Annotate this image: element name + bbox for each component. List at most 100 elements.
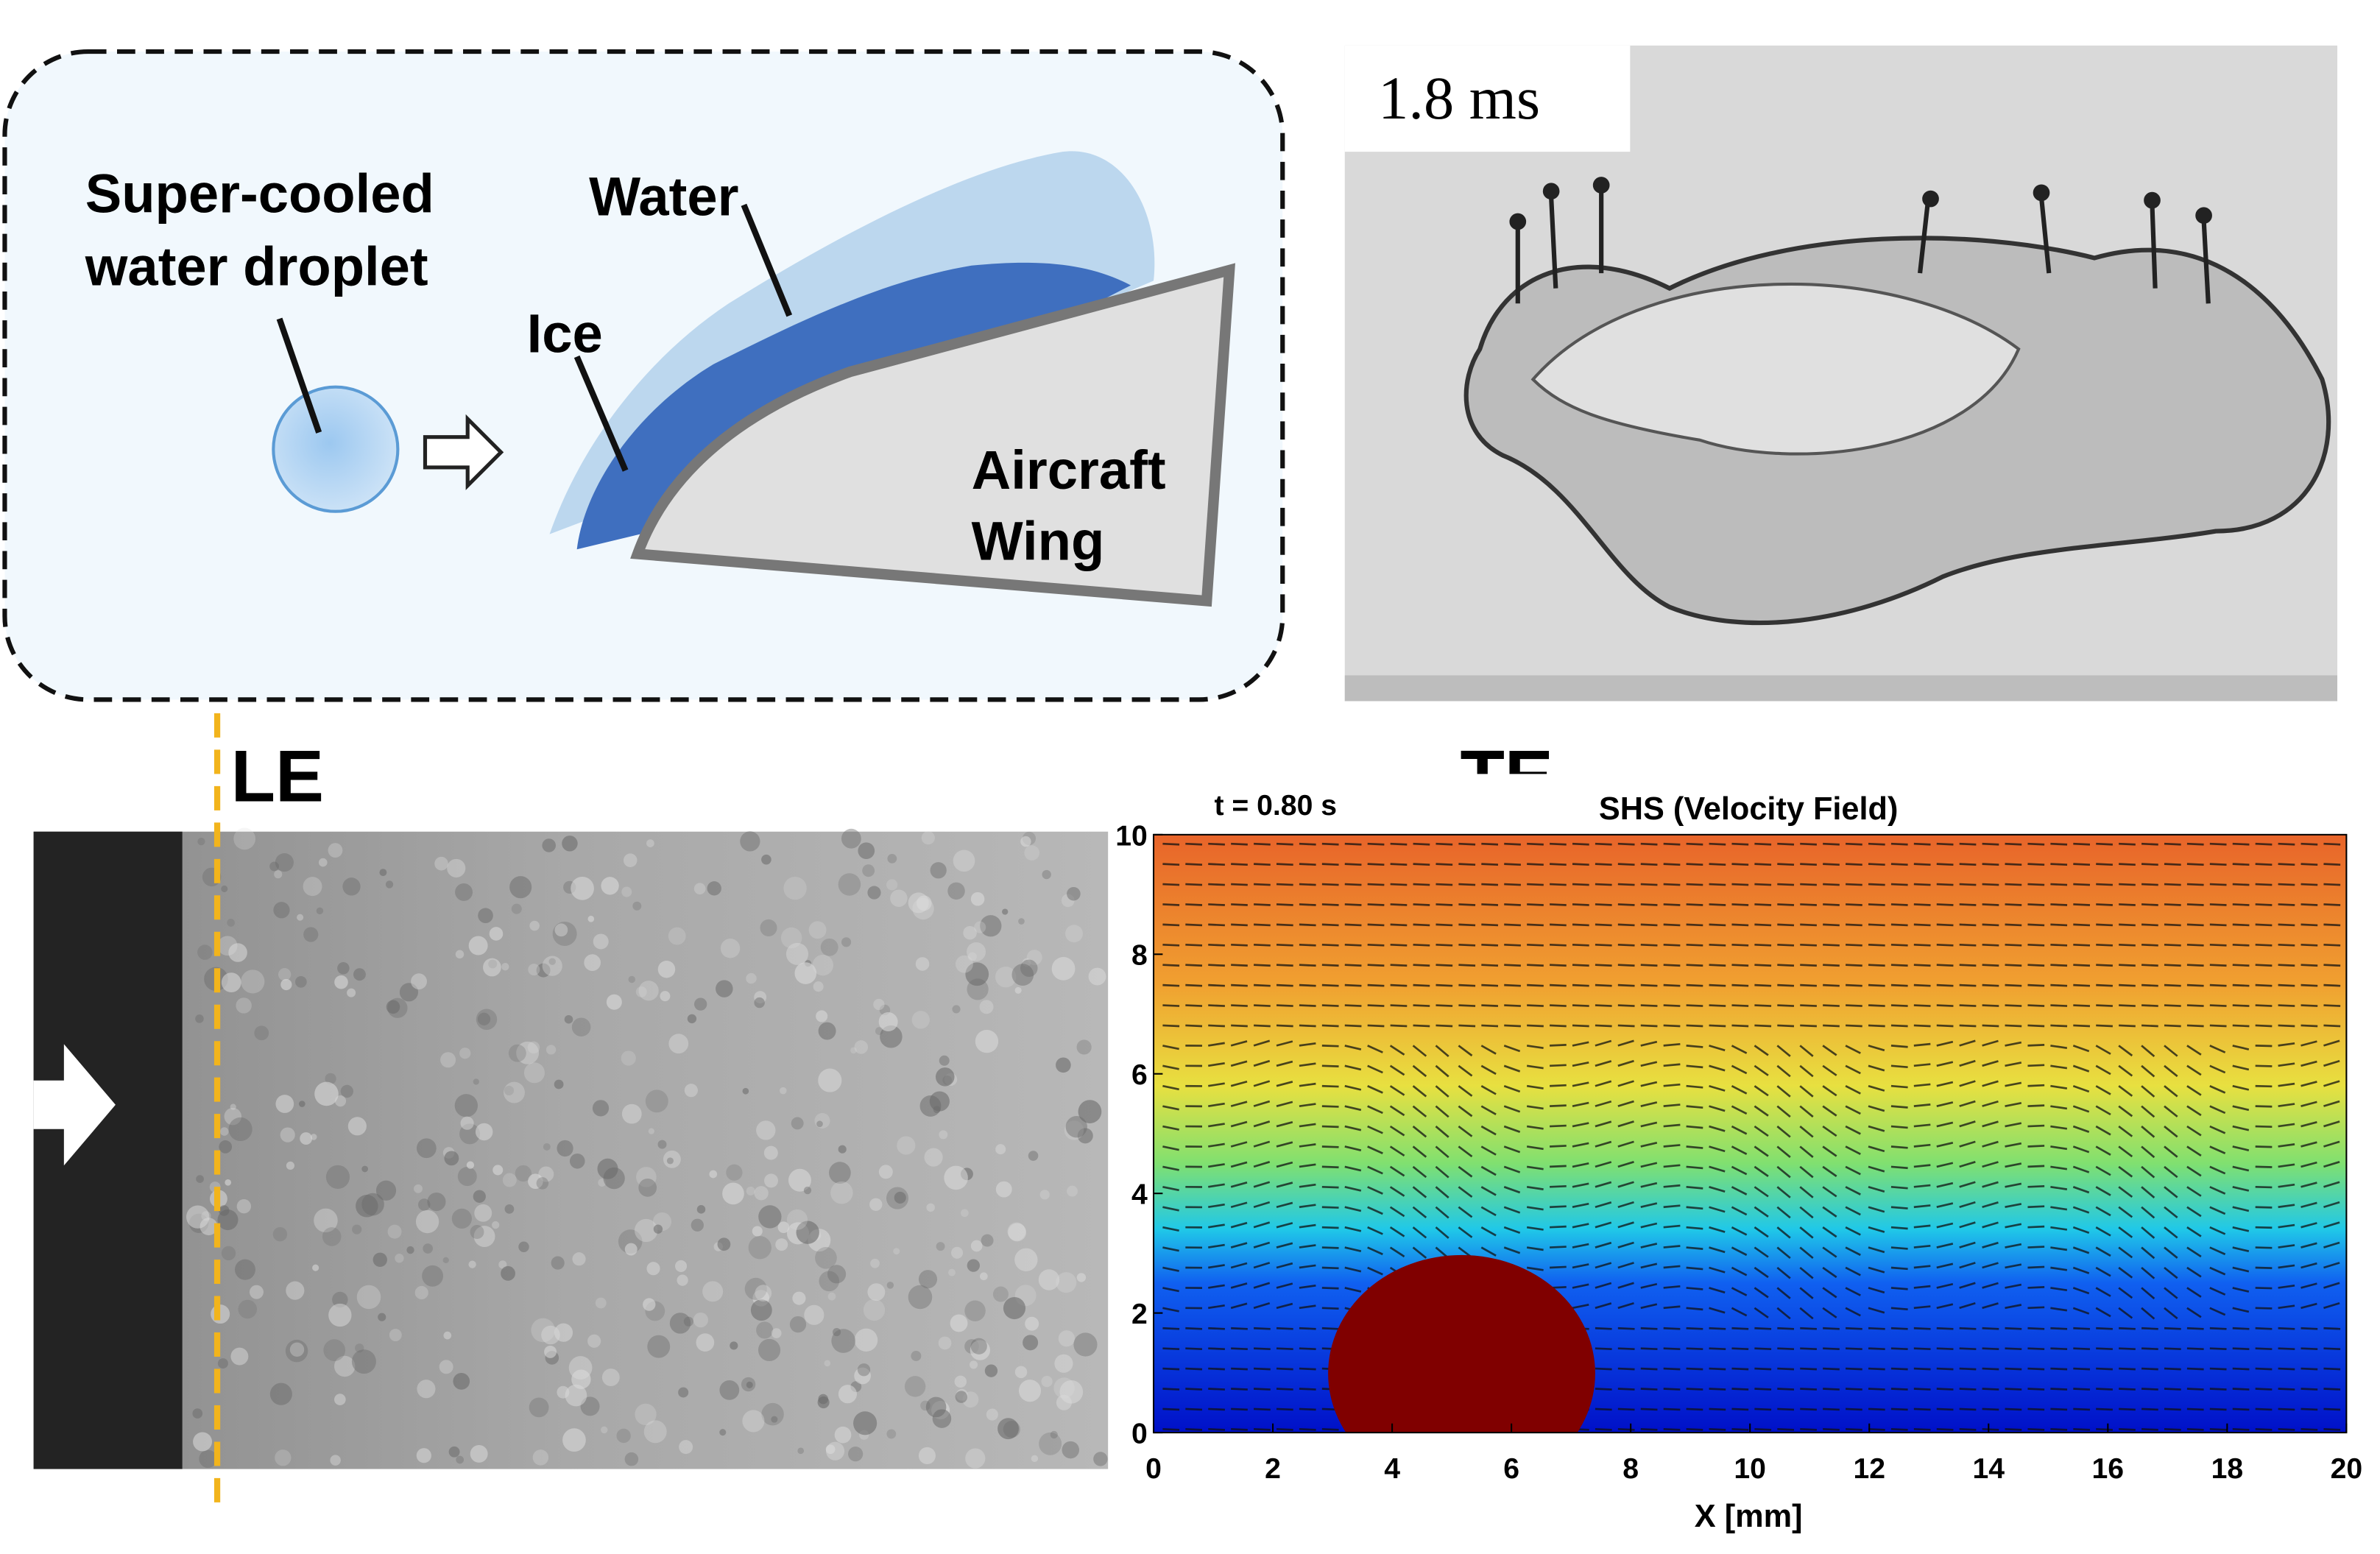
texture-spot [241,970,265,994]
texture-spot [812,954,834,976]
texture-spot [543,1142,551,1151]
texture-spot [761,854,771,865]
texture-spot [562,836,578,852]
velocity-vector [1868,1186,1885,1193]
texture-spot [948,1268,956,1276]
velocity-vector [2209,1307,2226,1316]
velocity-vector [2186,943,2204,947]
velocity-vector [1299,863,1316,866]
velocity-vector [1936,983,1954,987]
velocity-vector [2255,1367,2273,1371]
velocity-vector [1913,1143,1931,1148]
texture-spot [314,1081,339,1106]
velocity-vector [1709,1084,1726,1092]
velocity-vector [2050,1206,2068,1211]
velocity-vector [1777,1024,1795,1028]
texture-spot [230,1103,236,1110]
texture-spot [1042,869,1051,880]
velocity-vector [2119,883,2136,886]
velocity-vector [2164,1165,2178,1179]
velocity-vector [1321,1427,1339,1431]
velocity-vector [1936,1024,1954,1028]
texture-spot [967,942,986,961]
texture-spot [707,881,721,896]
velocity-vector [1276,1388,1293,1391]
velocity-vector [1162,1246,1179,1252]
velocity-vector [1389,1085,1405,1096]
velocity-vector [1367,1246,1383,1256]
velocity-vector [1754,1045,1769,1056]
velocity-vector [2323,983,2341,987]
velocity-vector [2050,964,2068,967]
velocity-vector [1822,1287,1837,1299]
velocity-vector [2255,1165,2273,1168]
texture-spot [552,921,577,946]
velocity-vector [2186,1388,2204,1391]
velocity-vector [2141,863,2158,866]
velocity-vector [1617,1388,1635,1391]
velocity-vector [1208,883,1225,886]
texture-spot [720,939,741,958]
velocity-vector [2096,1327,2113,1330]
texture-spot [838,873,861,896]
velocity-vector [2005,1304,2022,1310]
velocity-vector [1777,903,1795,906]
velocity-vector [1777,1367,1795,1371]
texture-spot [1061,894,1075,908]
velocity-vector [1686,1266,1703,1271]
velocity-vector [1458,1206,1473,1218]
texture-spot [886,1187,909,1209]
texture-spot [601,877,619,895]
velocity-vector [2072,1145,2090,1154]
texture-spot [886,1282,894,1289]
velocity-vector [1185,1427,1203,1431]
velocity-vector [1344,983,1362,987]
velocity-vector [1595,1120,1612,1128]
velocity-vector [1389,1045,1405,1056]
velocity-vector [1412,1226,1427,1239]
texture-spot [295,975,307,988]
velocity-vector [1162,1024,1180,1028]
texture-spot [634,1218,658,1243]
velocity-vector [1959,1100,1976,1107]
texture-spot [334,975,348,989]
velocity-vector [2232,883,2250,886]
velocity-vector [1550,1184,1567,1188]
velocity-vector [1230,1201,1248,1209]
velocity-vector [2118,1145,2133,1158]
texture-spot [678,1387,689,1398]
velocity-vector [2278,883,2295,886]
velocity-vector [2118,1266,2133,1279]
velocity-vector [1504,943,1521,947]
y-tick-label: 8 [1131,940,1148,972]
velocity-vector [2027,1427,2045,1431]
velocity-vector [1663,943,1681,947]
velocity-vector [2300,1427,2318,1431]
velocity-vector [1663,1388,1681,1391]
texture-spot [970,1338,987,1355]
velocity-vector [1982,1302,1999,1310]
velocity-vector [1254,943,1271,947]
texture-spot [797,1447,805,1455]
velocity-vector [1982,1221,1999,1229]
velocity-vector [1913,1305,1931,1310]
velocity-vector [1321,1145,1339,1148]
velocity-vector [2119,903,2136,906]
velocity-vector [1982,1140,1999,1148]
texture-spot [663,1150,681,1168]
velocity-vector [2050,1024,2068,1028]
velocity-vector [1686,1388,1703,1391]
velocity-vector [1390,964,1408,967]
velocity-vector [1458,1045,1473,1057]
velocity-vector [1776,1105,1791,1118]
velocity-vector [2005,1388,2022,1391]
velocity-vector [1800,943,1817,947]
velocity-vector [1982,1181,1999,1188]
velocity-vector [2323,943,2341,947]
velocity-vector [2050,1327,2068,1330]
velocity-vector [1390,903,1408,906]
velocity-vector [1709,1206,1726,1213]
texture-spot [597,1158,618,1179]
texture-spot [693,883,706,895]
velocity-vector [2096,883,2113,886]
